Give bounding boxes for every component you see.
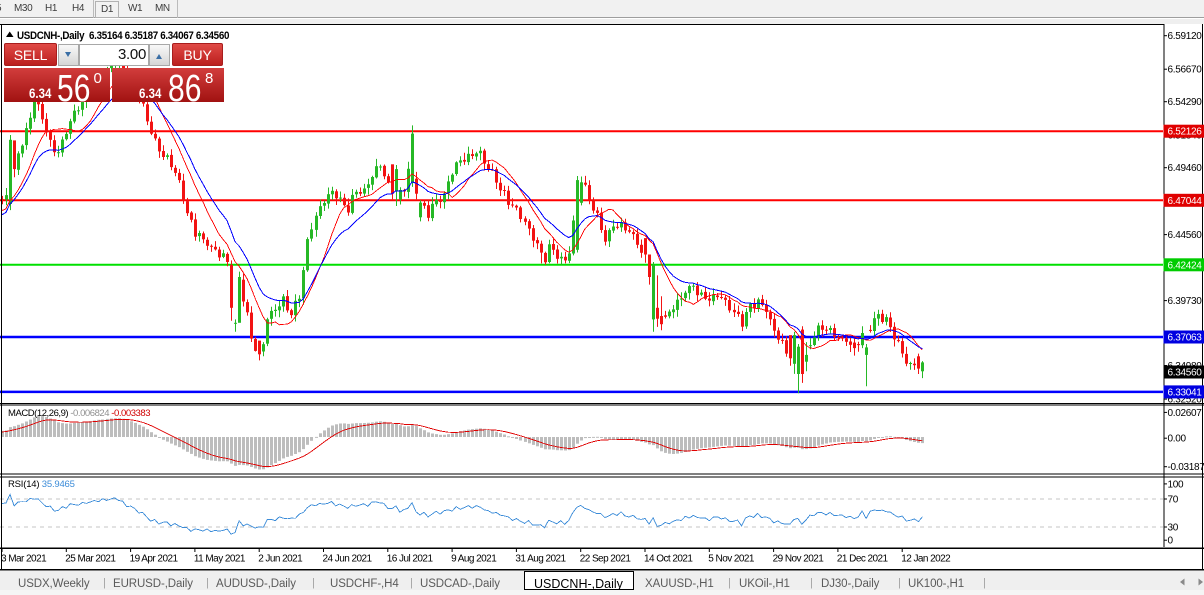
svg-text:0: 0	[1168, 536, 1174, 547]
svg-text:11 May 2021: 11 May 2021	[194, 554, 246, 565]
svg-text:MACD(12,26,9) -0.006824 -0.003: MACD(12,26,9) -0.006824 -0.003383	[8, 408, 150, 419]
svg-text:5 Nov 2021: 5 Nov 2021	[708, 554, 755, 565]
svg-text:31 Aug 2021: 31 Aug 2021	[515, 554, 566, 565]
svg-text:6.42424: 6.42424	[1168, 260, 1203, 271]
svg-text:3 Mar 2021: 3 Mar 2021	[1, 554, 47, 565]
svg-text:6.32520: 6.32520	[1168, 395, 1203, 406]
svg-text:6.39730: 6.39730	[1168, 296, 1203, 307]
svg-text:9 Aug 2021: 9 Aug 2021	[451, 554, 497, 565]
svg-text:24 Jun 2021: 24 Jun 2021	[323, 554, 373, 565]
svg-text:30: 30	[1168, 523, 1179, 534]
svg-text:12 Jan 2022: 12 Jan 2022	[901, 554, 951, 565]
svg-text:19 Apr 2021: 19 Apr 2021	[130, 554, 179, 565]
svg-text:29 Nov 2021: 29 Nov 2021	[773, 554, 825, 565]
svg-text:6.52126: 6.52126	[1168, 127, 1203, 138]
svg-text:100: 100	[1168, 479, 1185, 490]
svg-text:6.54290: 6.54290	[1168, 97, 1203, 108]
svg-text:6.44560: 6.44560	[1168, 230, 1203, 241]
svg-text:6.56670: 6.56670	[1168, 65, 1203, 76]
svg-text:22 Sep 2021: 22 Sep 2021	[580, 554, 632, 565]
svg-text:21 Dec 2021: 21 Dec 2021	[837, 554, 889, 565]
svg-text:70: 70	[1168, 495, 1179, 506]
svg-text:6.49460: 6.49460	[1168, 163, 1203, 174]
svg-text:6.47044: 6.47044	[1168, 196, 1203, 207]
svg-text:6.37063: 6.37063	[1168, 333, 1203, 344]
svg-text:0.02607: 0.02607	[1168, 408, 1203, 419]
svg-text:14 Oct 2021: 14 Oct 2021	[644, 554, 693, 565]
svg-text:6.34560: 6.34560	[1168, 368, 1203, 379]
svg-text:6.59120: 6.59120	[1168, 31, 1203, 42]
svg-text:0.00: 0.00	[1168, 434, 1187, 445]
svg-text:RSI(14) 35.9465: RSI(14) 35.9465	[8, 479, 75, 490]
svg-text:25 Mar 2021: 25 Mar 2021	[65, 554, 116, 565]
svg-text:-0.03187: -0.03187	[1168, 462, 1204, 473]
svg-text:6.33041: 6.33041	[1168, 387, 1203, 398]
svg-text:2 Jun 2021: 2 Jun 2021	[258, 554, 303, 565]
svg-text:16 Jul 2021: 16 Jul 2021	[387, 554, 434, 565]
